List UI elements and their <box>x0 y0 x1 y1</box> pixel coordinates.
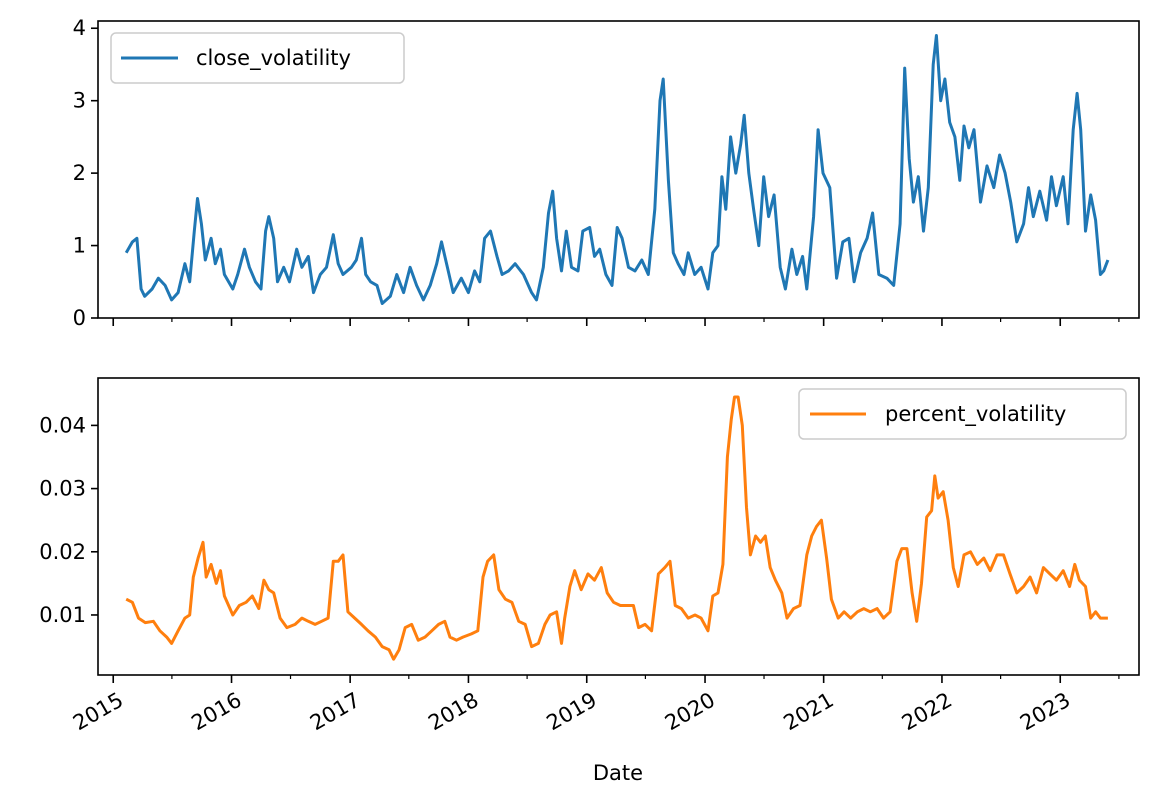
top-x-axis <box>112 318 1120 326</box>
bottom-legend: percent_volatility <box>798 388 1127 440</box>
x-axis-title: Date <box>593 761 643 785</box>
percent-volatility-legend-label: percent_volatility <box>885 402 1066 427</box>
bottom-legend-box <box>798 388 1127 440</box>
y-tick-label: 2 <box>73 161 86 185</box>
bottom-axes-frame <box>97 377 1140 676</box>
y-tick-label: 0.01 <box>39 603 86 627</box>
y-tick-label: 3 <box>73 89 86 113</box>
bottom-y-axis: 0.01 0.02 0.03 0.04 <box>39 413 98 627</box>
close-volatility-line <box>124 34 1110 305</box>
percent-volatility-line <box>125 395 1108 661</box>
top-legend: close_volatility <box>110 32 405 84</box>
top-legend-box <box>110 32 405 84</box>
top-y-axis: 0 1 2 3 4 <box>73 16 98 330</box>
close-volatility-legend-label: close_volatility <box>196 46 351 71</box>
y-tick-label: 0.04 <box>39 413 86 437</box>
top-axes-frame <box>97 20 1140 319</box>
percent-volatility-panel: 0.010.020.030.04 2015 2016 2017 2018 2019 202… <box>39 377 1140 735</box>
y-tick-label: 0 <box>73 306 86 330</box>
y-tick-label: 0.02 <box>39 540 86 564</box>
y-tick-label: 0.03 <box>39 477 86 501</box>
y-tick-label: 4 <box>73 16 86 40</box>
y-tick-label: 1 <box>73 234 86 258</box>
close-volatility-panel: 0 1 2 3 4 close_volatility <box>73 16 1140 330</box>
